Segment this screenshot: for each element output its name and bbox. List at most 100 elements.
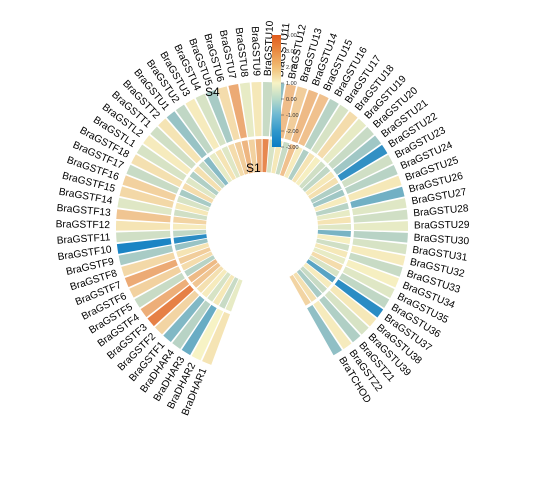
ring-separator: [170, 136, 354, 320]
cell-s1-bragstu26: [315, 202, 349, 216]
cell-s4-bragstu17: [311, 104, 349, 154]
cell-s4-bragstl2: [143, 135, 191, 175]
cell-s1-bragstu16: [288, 149, 309, 181]
cell-s4-bragstf2: [155, 290, 200, 335]
cell-s1-bragstu2: [209, 152, 233, 183]
cell-s1-bragstu31: [317, 234, 351, 244]
cell-s1-bradhar3: [213, 274, 235, 306]
cell-s1-bragstu32: [316, 238, 350, 251]
cell-s4-bragstu21: [333, 135, 382, 175]
cell-s4-bragstu8: [239, 82, 255, 138]
cell-s4-bragstu22: [337, 144, 388, 181]
cell-s1-bragstu33: [314, 243, 348, 258]
cell-s4-bragstu13: [284, 86, 308, 141]
gene-label-bragstf11: BraGSTF11: [56, 232, 111, 246]
cell-s1-bragstu38: [303, 262, 332, 288]
cell-s4-bragstf14: [117, 197, 173, 216]
cell-s4-bragstu36: [338, 273, 390, 308]
cell-s4-bragstf6: [129, 266, 182, 298]
cell-s1-bragstu28: [317, 216, 351, 225]
cell-s4-bragstu39: [324, 290, 369, 335]
cell-s1-bragstu30: [317, 229, 351, 237]
cell-s1-bragstu35: [311, 251, 343, 271]
cell-s4-bragstu19: [323, 118, 367, 164]
cell-s1-bragstu10: [262, 139, 269, 173]
cell-s4-bragstu27: [352, 198, 407, 216]
cell-s1-bragstu3: [215, 149, 236, 181]
cell-s4-bragstf5: [134, 272, 185, 308]
cell-s1-bragstu29: [317, 223, 352, 230]
colorbar-tick-label: 0.00: [286, 97, 297, 103]
cell-s1-bragstu5: [228, 143, 245, 177]
cell-s1-bragstu22: [308, 177, 339, 200]
cell-s4-bradhar1: [202, 311, 231, 365]
cell-s1-bragstu12: [271, 140, 283, 174]
cell-s4-bragstu12: [277, 84, 296, 139]
cell-s1-bragstu25: [314, 196, 348, 212]
cell-s4-bragstu28: [353, 209, 408, 223]
colorbar-tick-label: -3.00: [286, 145, 299, 151]
colorbar-gradient: [272, 35, 281, 147]
colorbar-tick-label: 3.00: [286, 49, 297, 55]
cell-s4-bragstu3: [185, 98, 220, 150]
cell-s4-bragstf12: [115, 220, 171, 231]
cell-s1-bradhar1: [225, 279, 243, 312]
cell-s4-bragstf15: [119, 186, 174, 208]
cell-s1-bragstf10: [173, 234, 207, 244]
cell-s1-bragstf17: [179, 189, 212, 208]
cell-s1-bragstu11: [266, 139, 276, 173]
cell-s4-bragstf16: [122, 175, 177, 201]
cell-s1-bragstu17: [292, 152, 315, 183]
cell-s1-bragstu37: [306, 259, 336, 283]
cell-s4-bragstf4: [140, 279, 190, 318]
cell-s4-bragstf13: [116, 209, 171, 223]
cell-s1-bragstu19: [299, 161, 326, 189]
cell-s1-bragstu23: [310, 183, 342, 204]
cell-s1-bragstt1: [193, 166, 222, 192]
cell-s1-bragstu18: [295, 156, 321, 186]
cell-s4-bragstf8: [121, 252, 176, 277]
cell-s1-bragstu9: [255, 139, 262, 173]
ring-labels: S4 S1: [205, 85, 261, 175]
cell-s4-bragstu14: [291, 89, 319, 144]
ring-label-s4: S4: [205, 85, 220, 99]
cell-s1-bragstu1: [203, 156, 229, 186]
colorbar-tick-label: -2.00: [286, 129, 299, 135]
cell-s4-bragstu30: [353, 231, 408, 243]
cell-s1-bragstu34: [313, 247, 346, 265]
cell-s4-bratchod: [307, 304, 342, 356]
gene-label-bragstu29: BraGSTU29: [414, 220, 470, 232]
gene-label-bragstf12: BraGSTF12: [56, 219, 111, 231]
cell-s1-bragstu4: [221, 146, 240, 179]
cell-s4-bragstu16: [304, 98, 339, 150]
cell-s1-bragstl2: [189, 171, 219, 196]
cell-s1-bratchod: [289, 274, 311, 306]
cell-s4-bragstu25: [347, 175, 402, 201]
cell-s1-bragstu21: [305, 171, 335, 196]
colorbar: 4.00 3.00 2.00 1.00 0.00 -1.00 -2.00 -3.00: [272, 33, 299, 151]
cell-s1-bragstf6: [181, 251, 213, 271]
cell-s4-bragstu4: [195, 93, 226, 147]
cell-s1-bragstu13: [275, 141, 290, 175]
cell-s1-bragstf12: [173, 223, 207, 230]
cell-s4-bragstu20: [328, 126, 374, 169]
cell-s1-bragstu39: [300, 266, 328, 294]
gene-label-bragstu30: BraGSTU30: [413, 233, 469, 248]
cell-s4-bragstf18: [131, 154, 183, 188]
cell-s4-bragstf1: [163, 295, 205, 343]
cell-s1-bragstf16: [177, 195, 210, 212]
cell-s4-bragstf7: [124, 259, 178, 288]
cell-s4-bragstu37: [334, 279, 384, 318]
cell-s1-bragstf8: [176, 242, 210, 258]
cell-s4-bragstu38: [329, 285, 377, 327]
cell-s1-bragstf14: [173, 209, 208, 221]
cell-s4-bradhar2: [191, 308, 224, 361]
cell-s4-bragstz2: [313, 300, 352, 350]
colorbar-tick-label: 4.00: [286, 33, 297, 39]
gene-label-bragstu9: BraGSTU9: [249, 26, 262, 77]
cell-s4-bragstu9: [251, 82, 262, 137]
cell-s1-bradhar4: [207, 272, 231, 302]
cell-s1-bragstz1: [296, 269, 322, 298]
cell-s4-bragstu7: [228, 83, 247, 139]
cell-s4-bragstu33: [348, 252, 403, 277]
